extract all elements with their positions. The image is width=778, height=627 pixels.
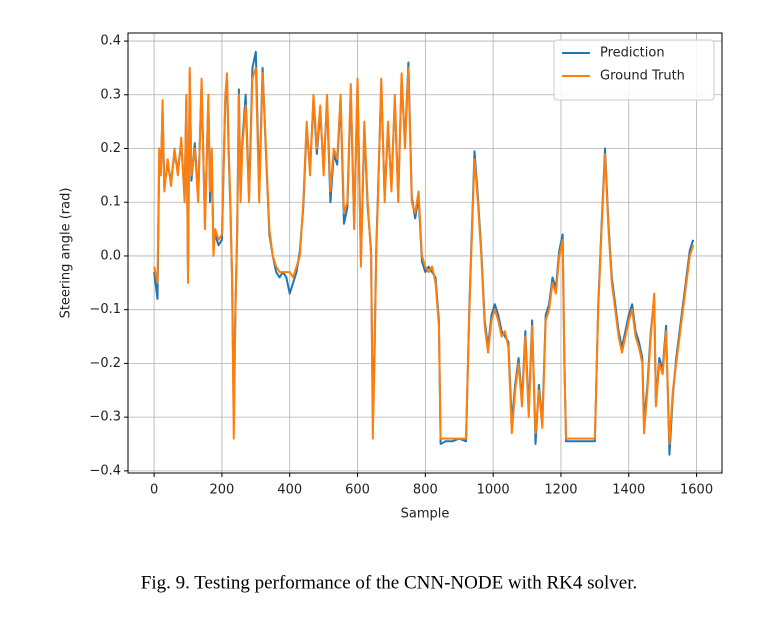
y-tick-label: 0.1 (100, 195, 121, 210)
y-tick-label: −0.2 (89, 356, 121, 371)
y-tick-label: 0.2 (100, 141, 121, 156)
legend: Prediction Ground Truth (553, 39, 715, 101)
legend-label: Ground Truth (600, 69, 685, 84)
x-tick-label: 0 (150, 483, 158, 498)
x-tick-label: 600 (345, 483, 370, 498)
x-tick-label: 400 (277, 483, 302, 498)
x-tick-label: 1200 (544, 483, 577, 498)
y-tick-label: 0.3 (100, 87, 121, 102)
x-tick-label: 1000 (477, 483, 510, 498)
y-tick-label: 0.4 (100, 34, 121, 49)
caption: Fig. 9. Testing performance of the CNN-N… (141, 572, 637, 593)
x-tick-label: 1400 (612, 483, 645, 498)
x-tick-label: 800 (413, 483, 438, 498)
x-tick-label: 1600 (680, 483, 713, 498)
plot-frame (127, 32, 723, 474)
y-tick-label: 0.0 (100, 248, 121, 263)
y-tick-label: −0.1 (89, 302, 121, 317)
y-axis-label: Steering angle (rad) (59, 188, 74, 319)
series-line (153, 66, 695, 445)
x-tick-label: 200 (210, 483, 235, 498)
y-tick-label: −0.3 (89, 410, 121, 425)
x-axis-label: Sample (401, 507, 450, 522)
legend-label: Prediction (600, 46, 665, 61)
legend-box (553, 39, 715, 101)
y-tick-label: −0.4 (89, 463, 121, 478)
